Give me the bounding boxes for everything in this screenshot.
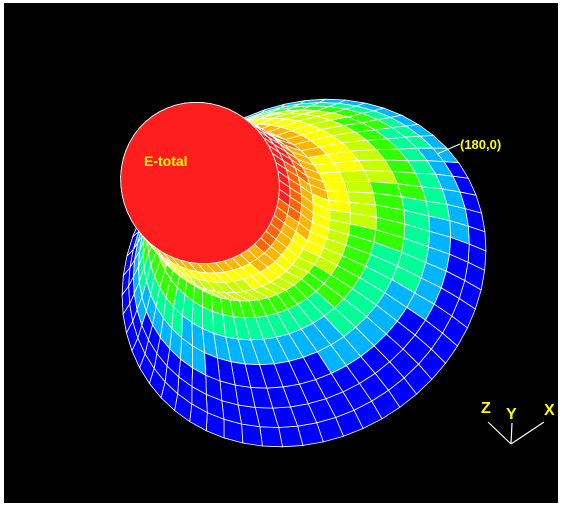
x-axis-label: X [544,402,555,419]
mesh-cell [241,423,263,447]
y-axis-line [510,422,513,445]
mesh-cell [322,181,348,193]
x-axis-line [510,421,545,445]
radiation-pattern-surface: E-total (180,0) Z Y X [120,98,555,448]
plot-viewport[interactable]: E-total (180,0) Z Y X [4,3,558,503]
z-axis-line [487,421,512,445]
surface-label: E-total [144,153,188,169]
mesh-cell [338,170,371,182]
y-axis-label: Y [506,406,517,423]
axis-triad: Z Y X [481,400,555,445]
cylinder-opening [120,101,280,265]
mesh-cell [259,426,284,448]
z-axis-label: Z [481,400,491,417]
point-label: (180,0) [460,137,501,152]
point-label-leader [436,143,461,155]
surface-mesh [120,98,487,448]
mesh-cell [343,181,374,194]
